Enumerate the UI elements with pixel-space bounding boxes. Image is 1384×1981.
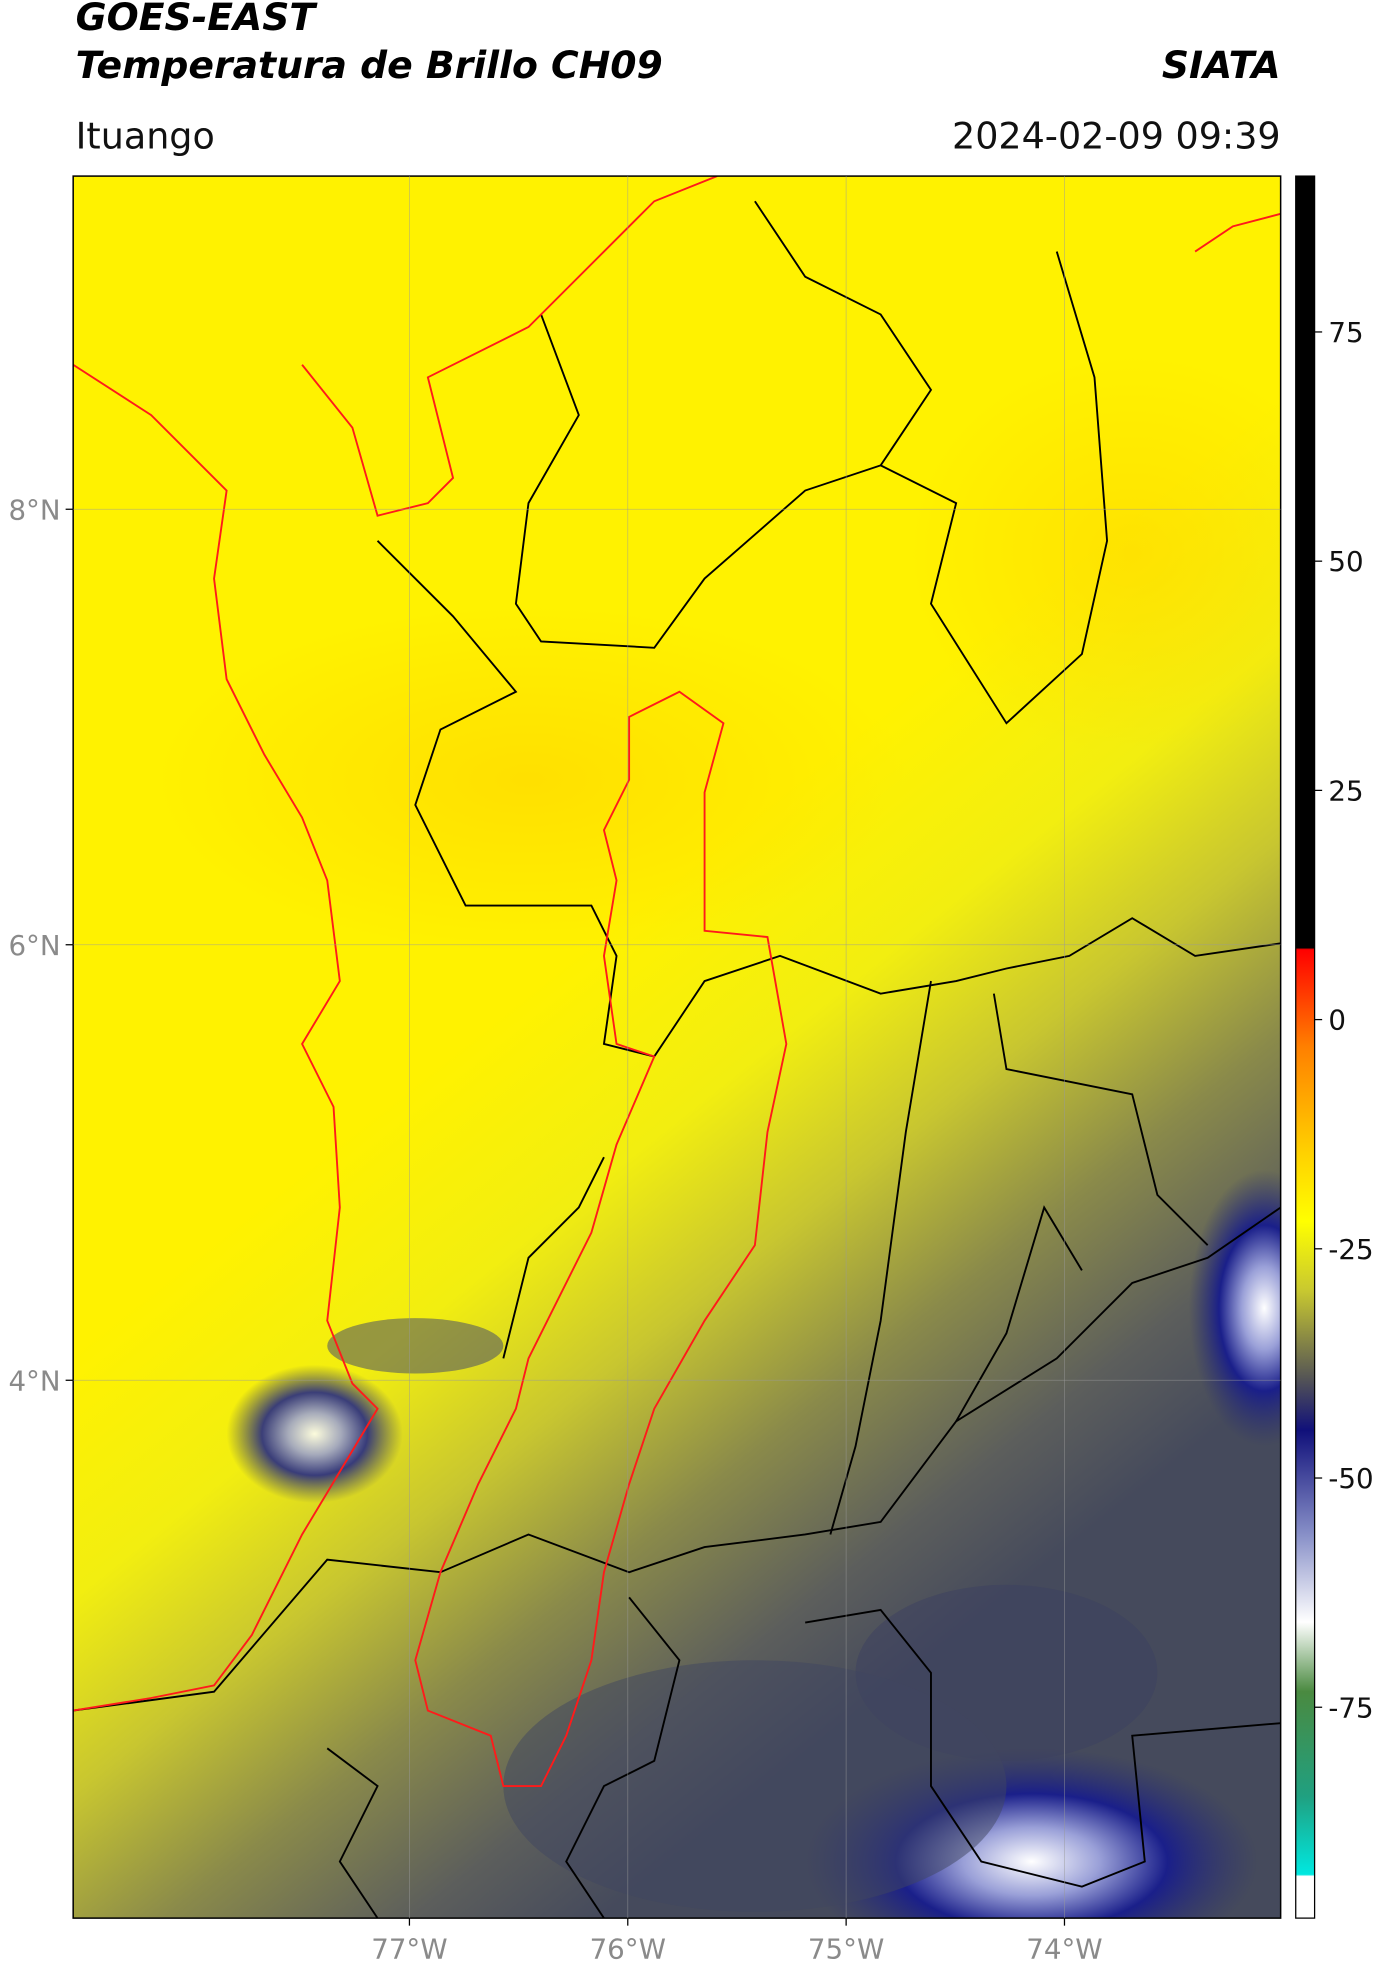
x-tick-label: 76°W [590, 1932, 666, 1965]
subtitle: Temperatura de Brillo CH09 [76, 43, 663, 87]
colorbar-tick-label: -50 [1328, 1462, 1373, 1495]
y-tick-label: 6°N [8, 929, 60, 962]
timestamp: 2024-02-09 09:39 [952, 114, 1281, 157]
colorbar-tick-label: 25 [1328, 774, 1363, 807]
x-tick-label: 77°W [371, 1932, 447, 1965]
y-tick-label: 4°N [8, 1364, 60, 1397]
colorbar-tick-label: 50 [1328, 545, 1363, 578]
colorbar-tick-label: -25 [1328, 1233, 1373, 1266]
colorbar-tick-label: -75 [1328, 1691, 1373, 1724]
x-tick-label: 75°W [808, 1932, 884, 1965]
map-image [73, 176, 1281, 1919]
colorbar-tick-label: 0 [1328, 1004, 1346, 1037]
colorbar-tick-label: 75 [1328, 316, 1363, 349]
y-tick-label: 8°N [8, 493, 60, 526]
brand: SIATA [1162, 43, 1281, 87]
map-frame [72, 175, 1282, 1919]
location: Ituango [76, 114, 215, 157]
x-tick-label: 74°W [1026, 1932, 1102, 1965]
title: GOES-EAST [76, 0, 319, 39]
colorbar [1295, 175, 1316, 1919]
